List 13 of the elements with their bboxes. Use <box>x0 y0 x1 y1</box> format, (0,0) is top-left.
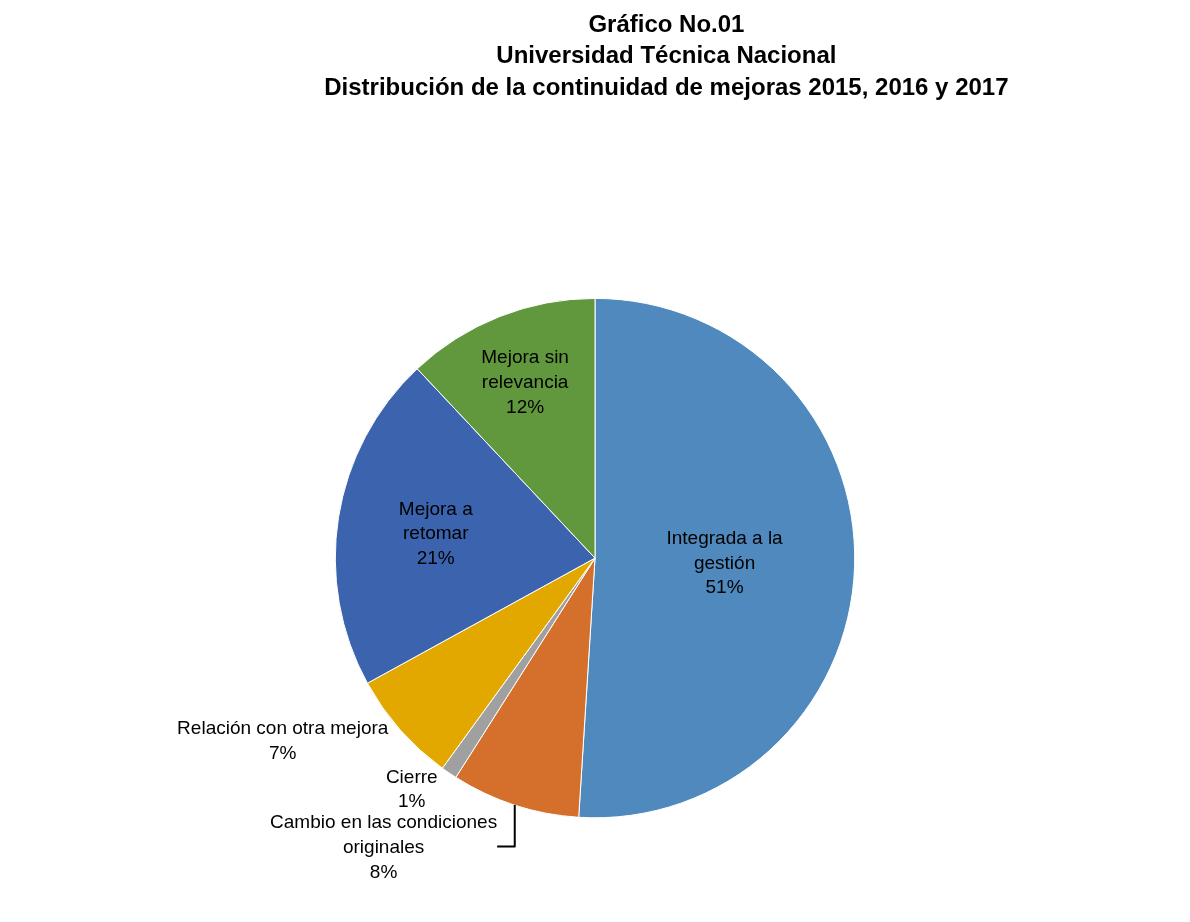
slice-label: Cambio en las condiciones originales <box>270 811 498 858</box>
chart-title: Gráfico No.01 Universidad Técnica Nacional Distribución de la continuidad de mejoras 2015, 2016 y 2017 <box>324 10 1009 100</box>
data-label: 51% <box>705 576 744 598</box>
slice-label: Mejora a retomar <box>398 497 474 544</box>
data-label: 7% <box>269 741 297 763</box>
data-label: 8% <box>369 860 398 882</box>
data-label: 21% <box>416 547 455 569</box>
data-label: 12% <box>506 395 545 417</box>
slice-label: Mejora sin relevancia <box>481 346 569 393</box>
slice-label: Integrada a la gestión <box>666 526 784 573</box>
slice-label: Cierre <box>385 765 438 787</box>
data-label: 1% <box>398 790 426 812</box>
slice-label: Relación con otra mejora <box>177 716 389 738</box>
